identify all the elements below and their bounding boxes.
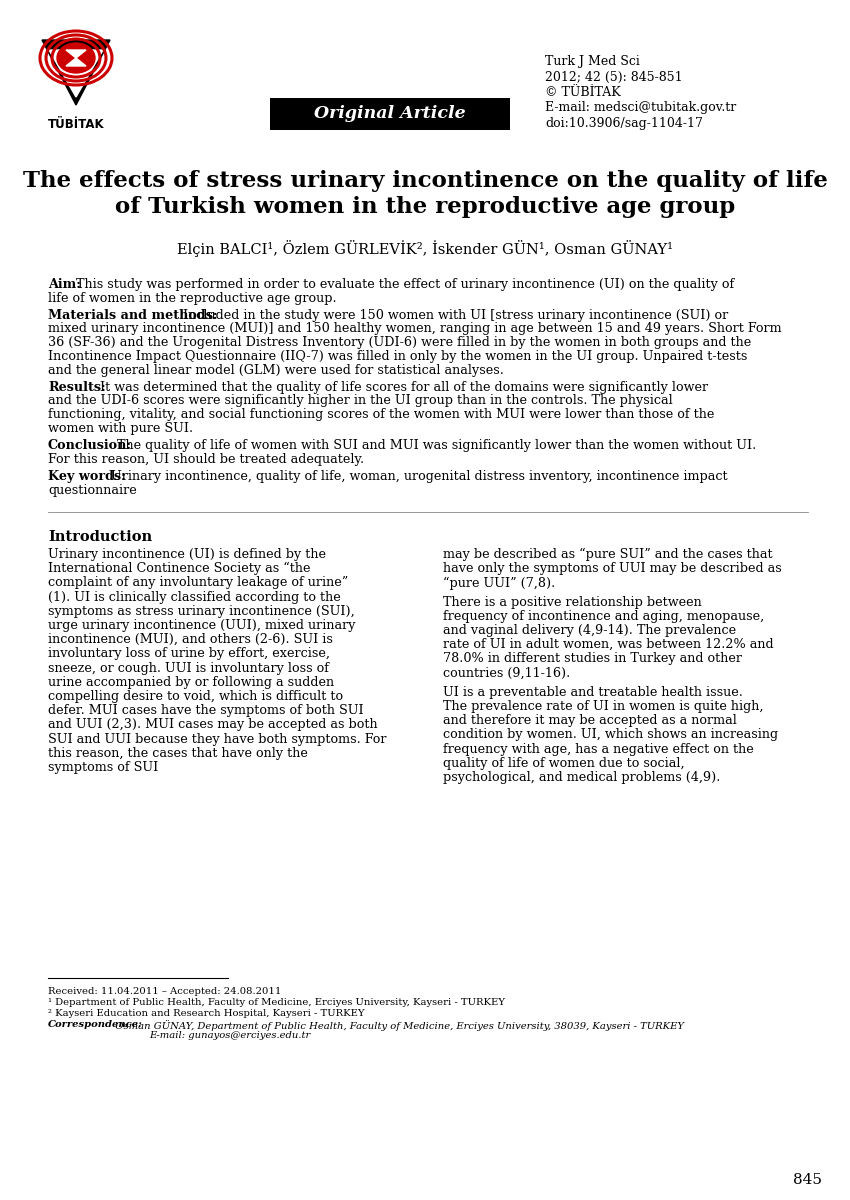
Text: There is a positive relationship between: There is a positive relationship between [443,595,702,608]
Text: countries (9,11-16).: countries (9,11-16). [443,667,570,679]
Text: frequency of incontinence and aging, menopause,: frequency of incontinence and aging, men… [443,610,764,623]
Text: rate of UI in adult women, was between 12.2% and: rate of UI in adult women, was between 1… [443,638,774,652]
Text: functioning, vitality, and social functioning scores of the women with MUI were : functioning, vitality, and social functi… [48,408,714,421]
Text: women with pure SUI.: women with pure SUI. [48,422,193,436]
Polygon shape [66,58,86,66]
Text: Urinary incontinence, quality of life, woman, urogenital distress inventory, inc: Urinary incontinence, quality of life, w… [107,470,728,484]
Text: involuntary loss of urine by effort, exercise,: involuntary loss of urine by effort, exe… [48,648,330,660]
Text: The prevalence rate of UI in women is quite high,: The prevalence rate of UI in women is qu… [443,700,763,713]
Polygon shape [49,50,103,97]
Text: For this reason, UI should be treated adequately.: For this reason, UI should be treated ad… [48,452,364,466]
Text: of Turkish women in the reproductive age group: of Turkish women in the reproductive age… [115,196,735,218]
Text: frequency with age, has a negative effect on the: frequency with age, has a negative effec… [443,743,754,756]
Text: questionnaire: questionnaire [48,485,137,497]
Text: and the UDI-6 scores were significantly higher in the UI group than in the contr: and the UDI-6 scores were significantly … [48,395,672,408]
FancyBboxPatch shape [270,98,510,130]
Text: symptoms as stress urinary incontinence (SUI),: symptoms as stress urinary incontinence … [48,605,354,618]
Text: The effects of stress urinary incontinence on the quality of life: The effects of stress urinary incontinen… [23,170,827,192]
Text: © TÜBİTAK: © TÜBİTAK [545,86,620,98]
Text: sneeze, or cough. UUI is involuntary loss of: sneeze, or cough. UUI is involuntary los… [48,661,329,674]
Text: Turk J Med Sci: Turk J Med Sci [545,55,640,68]
Text: SUI and UUI because they have both symptoms. For: SUI and UUI because they have both sympt… [48,733,387,745]
Polygon shape [66,50,86,58]
Text: The quality of life of women with SUI and MUI was significantly lower than the w: The quality of life of women with SUI an… [113,439,756,452]
Text: complaint of any involuntary leakage of urine”: complaint of any involuntary leakage of … [48,576,348,589]
Text: E-mail: gunayos@erciyes.edu.tr: E-mail: gunayos@erciyes.edu.tr [150,1031,311,1040]
Text: have only the symptoms of UUI may be described as: have only the symptoms of UUI may be des… [443,563,782,575]
Text: condition by women. UI, which shows an increasing: condition by women. UI, which shows an i… [443,728,778,742]
Text: Included in the study were 150 women with UI [stress urinary incontinence (SUI) : Included in the study were 150 women wit… [178,308,728,322]
Text: Elçin BALCI¹, Özlem GÜRLEVİK², İskender GÜN¹, Osman GÜNAY¹: Elçin BALCI¹, Özlem GÜRLEVİK², İskender … [177,240,673,257]
Ellipse shape [57,43,95,73]
Text: incontinence (MUI), and others (2-6). SUI is: incontinence (MUI), and others (2-6). SU… [48,634,333,647]
Text: quality of life of women due to social,: quality of life of women due to social, [443,757,684,770]
Text: Conclusion:: Conclusion: [48,439,132,452]
Text: Urinary incontinence (UI) is defined by the: Urinary incontinence (UI) is defined by … [48,548,326,562]
Text: It was determined that the quality of life scores for all of the domains were si: It was determined that the quality of li… [95,380,708,394]
Text: and UUI (2,3). MUI cases may be accepted as both: and UUI (2,3). MUI cases may be accepted… [48,719,377,732]
Text: Aim:: Aim: [48,278,81,290]
Text: compelling desire to void, which is difficult to: compelling desire to void, which is diff… [48,690,343,703]
Text: UI is a preventable and treatable health issue.: UI is a preventable and treatable health… [443,686,743,698]
Text: and vaginal delivery (4,9-14). The prevalence: and vaginal delivery (4,9-14). The preva… [443,624,736,637]
Text: “pure UUI” (7,8).: “pure UUI” (7,8). [443,576,555,589]
Text: Key words:: Key words: [48,470,126,484]
Polygon shape [42,40,110,104]
Text: 2012; 42 (5): 845-851: 2012; 42 (5): 845-851 [545,71,683,84]
Text: psychological, and medical problems (4,9).: psychological, and medical problems (4,9… [443,772,720,784]
Text: urine accompanied by or following a sudden: urine accompanied by or following a sudd… [48,676,334,689]
Text: Correspondence:: Correspondence: [48,1020,143,1028]
Text: E-mail: medsci@tubitak.gov.tr: E-mail: medsci@tubitak.gov.tr [545,102,736,114]
Text: Incontinence Impact Questionnaire (IIQ-7) was filled in only by the women in the: Incontinence Impact Questionnaire (IIQ-7… [48,350,747,362]
Text: TÜBİTAK: TÜBİTAK [48,118,105,131]
Text: 36 (SF-36) and the Urogenital Distress Inventory (UDI-6) were filled in by the w: 36 (SF-36) and the Urogenital Distress I… [48,336,751,349]
Text: life of women in the reproductive age group.: life of women in the reproductive age gr… [48,292,337,305]
Text: doi:10.3906/sag-1104-17: doi:10.3906/sag-1104-17 [545,116,703,130]
Text: Introduction: Introduction [48,530,152,544]
Text: Received: 11.04.2011 – Accepted: 24.08.2011: Received: 11.04.2011 – Accepted: 24.08.2… [48,986,281,996]
Text: (1). UI is clinically classified according to the: (1). UI is clinically classified accordi… [48,590,341,604]
Text: Original Article: Original Article [314,106,466,122]
Text: may be described as “pure SUI” and the cases that: may be described as “pure SUI” and the c… [443,548,773,562]
Text: Results:: Results: [48,380,105,394]
Text: this reason, the cases that have only the: this reason, the cases that have only th… [48,746,308,760]
Text: and therefore it may be accepted as a normal: and therefore it may be accepted as a no… [443,714,737,727]
Text: Osman GÜNAY, Department of Public Health, Faculty of Medicine, Erciyes Universit: Osman GÜNAY, Department of Public Health… [110,1020,684,1031]
Text: defer. MUI cases have the symptoms of both SUI: defer. MUI cases have the symptoms of bo… [48,704,364,718]
Text: ¹ Department of Public Health, Faculty of Medicine, Erciyes University, Kayseri : ¹ Department of Public Health, Faculty o… [48,998,505,1007]
Text: International Continence Society as “the: International Continence Society as “the [48,563,310,576]
Text: 845: 845 [794,1174,823,1187]
Text: urge urinary incontinence (UUI), mixed urinary: urge urinary incontinence (UUI), mixed u… [48,619,355,632]
Text: Materials and methods:: Materials and methods: [48,308,218,322]
Text: 78.0% in different studies in Turkey and other: 78.0% in different studies in Turkey and… [443,653,742,666]
Text: This study was performed in order to evaluate the effect of urinary incontinence: This study was performed in order to eva… [71,278,734,290]
Text: symptoms of SUI: symptoms of SUI [48,761,158,774]
Text: mixed urinary incontinence (MUI)] and 150 healthy women, ranging in age between : mixed urinary incontinence (MUI)] and 15… [48,323,782,336]
Text: ² Kayseri Education and Research Hospital, Kayseri - TURKEY: ² Kayseri Education and Research Hospita… [48,1009,365,1018]
Text: and the general linear model (GLM) were used for statistical analyses.: and the general linear model (GLM) were … [48,364,504,377]
